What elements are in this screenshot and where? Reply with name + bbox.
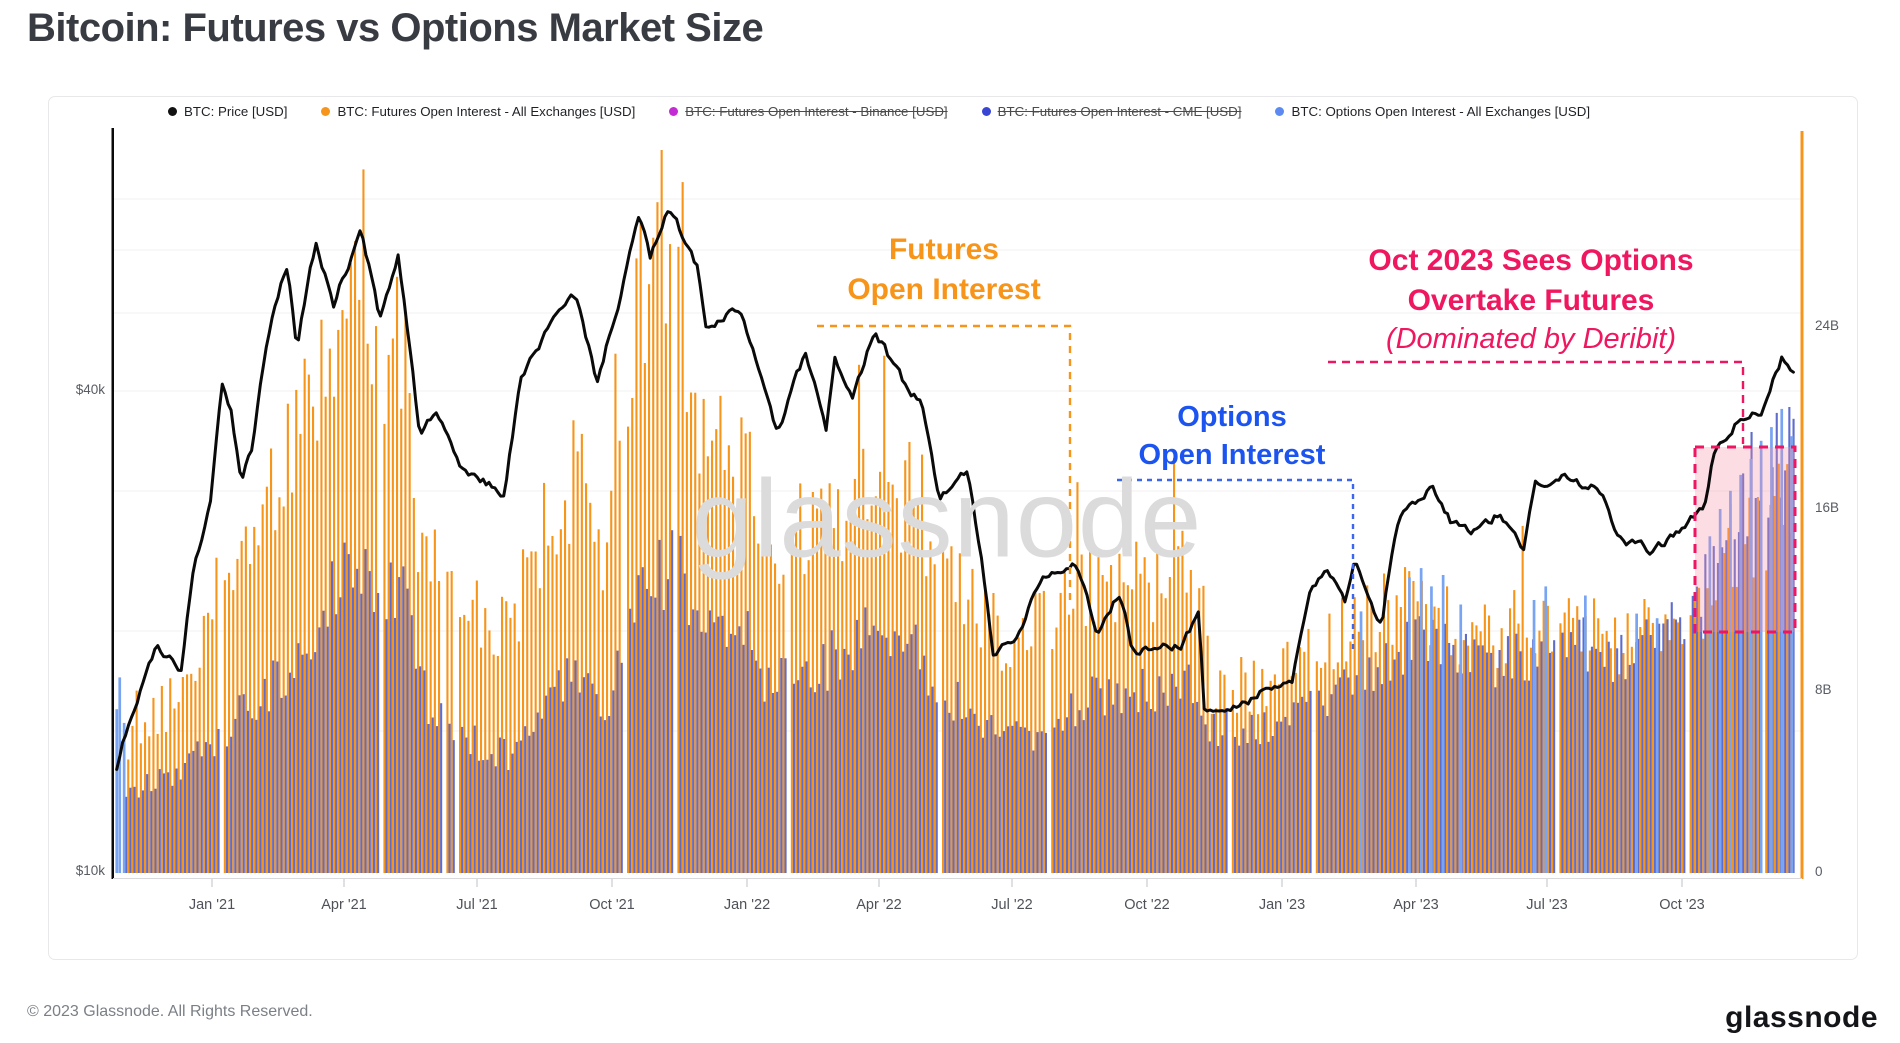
x-axis-label: Apr '22: [856, 897, 902, 913]
annotation-options-line1: Options: [1177, 401, 1287, 433]
y-axis-left-label: $40k: [75, 382, 105, 397]
y-axis-right-line: [1800, 131, 1804, 879]
y-axis-right-label: 24B: [1815, 318, 1840, 333]
legend-dot: [981, 106, 991, 116]
y-axis-right-label: 8B: [1815, 682, 1832, 697]
x-axis-label: Apr '21: [321, 897, 367, 913]
annotation-pink-line3: (Dominated by Deribit): [1385, 323, 1677, 356]
annotation-pink-line1: Oct 2023 Sees Options: [1368, 244, 1694, 277]
legend-dot: [168, 106, 177, 116]
legend-label: BTC: Futures Open Interest - CME [USD]: [997, 103, 1242, 119]
annotation-futures-line2: Open Interest: [847, 272, 1041, 306]
legend-label: BTC: Options Open Interest - All Exchang…: [1291, 103, 1591, 119]
x-axis-label: Jan '22: [723, 897, 771, 913]
legend-item-0[interactable]: BTC: Price [USD]: [168, 104, 287, 119]
x-axis-ticks: [211, 879, 1683, 887]
legend-item-4[interactable]: BTC: Options Open Interest - All Exchang…: [1275, 104, 1590, 119]
footer-copyright: © 2023 Glassnode. All Rights Reserved.: [27, 1003, 313, 1020]
x-axis-label: Apr '23: [1393, 897, 1439, 913]
highlight-region-fill: [1695, 447, 1795, 632]
x-axis-label: Jan '21: [188, 897, 236, 913]
annotation-pink-line2: Overtake Futures: [1407, 283, 1655, 317]
x-axis-label: Oct '23: [1659, 897, 1705, 913]
legend-item-2[interactable]: BTC: Futures Open Interest - Binance [US…: [669, 103, 948, 119]
annotation-oct-2023-highlight: Oct 2023 Sees Options Overtake Futures (…: [1368, 241, 1693, 358]
annotation-options-line2: Open Interest: [1138, 439, 1326, 472]
x-axis-label: Jul '23: [1526, 897, 1568, 913]
legend-dot: [1275, 106, 1285, 116]
options-annotation-connector: [1117, 478, 1355, 652]
legend-dot: [669, 106, 679, 116]
x-axis-label: Oct '22: [1124, 897, 1170, 913]
x-axis-label: Jan '23: [1258, 897, 1306, 913]
x-axis-label: Jul '21: [456, 897, 498, 913]
y-axis-left-line: [111, 128, 114, 879]
annotation-futures-line1: Futures: [888, 233, 999, 266]
legend-item-1[interactable]: BTC: Futures Open Interest - All Exchang…: [321, 104, 635, 119]
y-axis-right-label: 16B: [1815, 500, 1840, 515]
y-axis-left-label: $10k: [75, 863, 105, 878]
x-axis-label: Oct '21: [589, 897, 635, 913]
options-bars: [125, 407, 1795, 873]
futures-annotation-connector: [817, 324, 1072, 605]
x-axis-label: Jul '22: [991, 897, 1033, 913]
y-axis-right-label: 0: [1815, 864, 1823, 879]
futures-bars: [123, 150, 1793, 874]
price-line: [115, 210, 1795, 771]
page-title: Bitcoin: Futures vs Options Market Size: [27, 6, 764, 50]
options-spike-bars: [115, 408, 1794, 874]
glassnode-watermark: glassnode: [691, 457, 1203, 581]
glassnode-logo: glassnode: [1725, 1001, 1878, 1034]
legend-dot: [321, 106, 331, 116]
chart-legend: BTC: Price [USD] BTC: Futures Open Intere…: [168, 99, 1590, 123]
highlight-annotation-connector: [1328, 360, 1745, 444]
legend-label: BTC: Futures Open Interest - All Exchang…: [337, 103, 636, 119]
annotation-futures-open-interest: Futures Open Interest: [847, 230, 1040, 309]
highlight-region-border: [1693, 445, 1797, 634]
legend-item-3[interactable]: BTC: Futures Open Interest - CME [USD]: [981, 103, 1242, 119]
annotation-options-open-interest: Options Open Interest: [1139, 398, 1326, 475]
legend-label: BTC: Futures Open Interest - Binance [US…: [685, 103, 948, 119]
legend-label: BTC: Price [USD]: [184, 103, 288, 119]
